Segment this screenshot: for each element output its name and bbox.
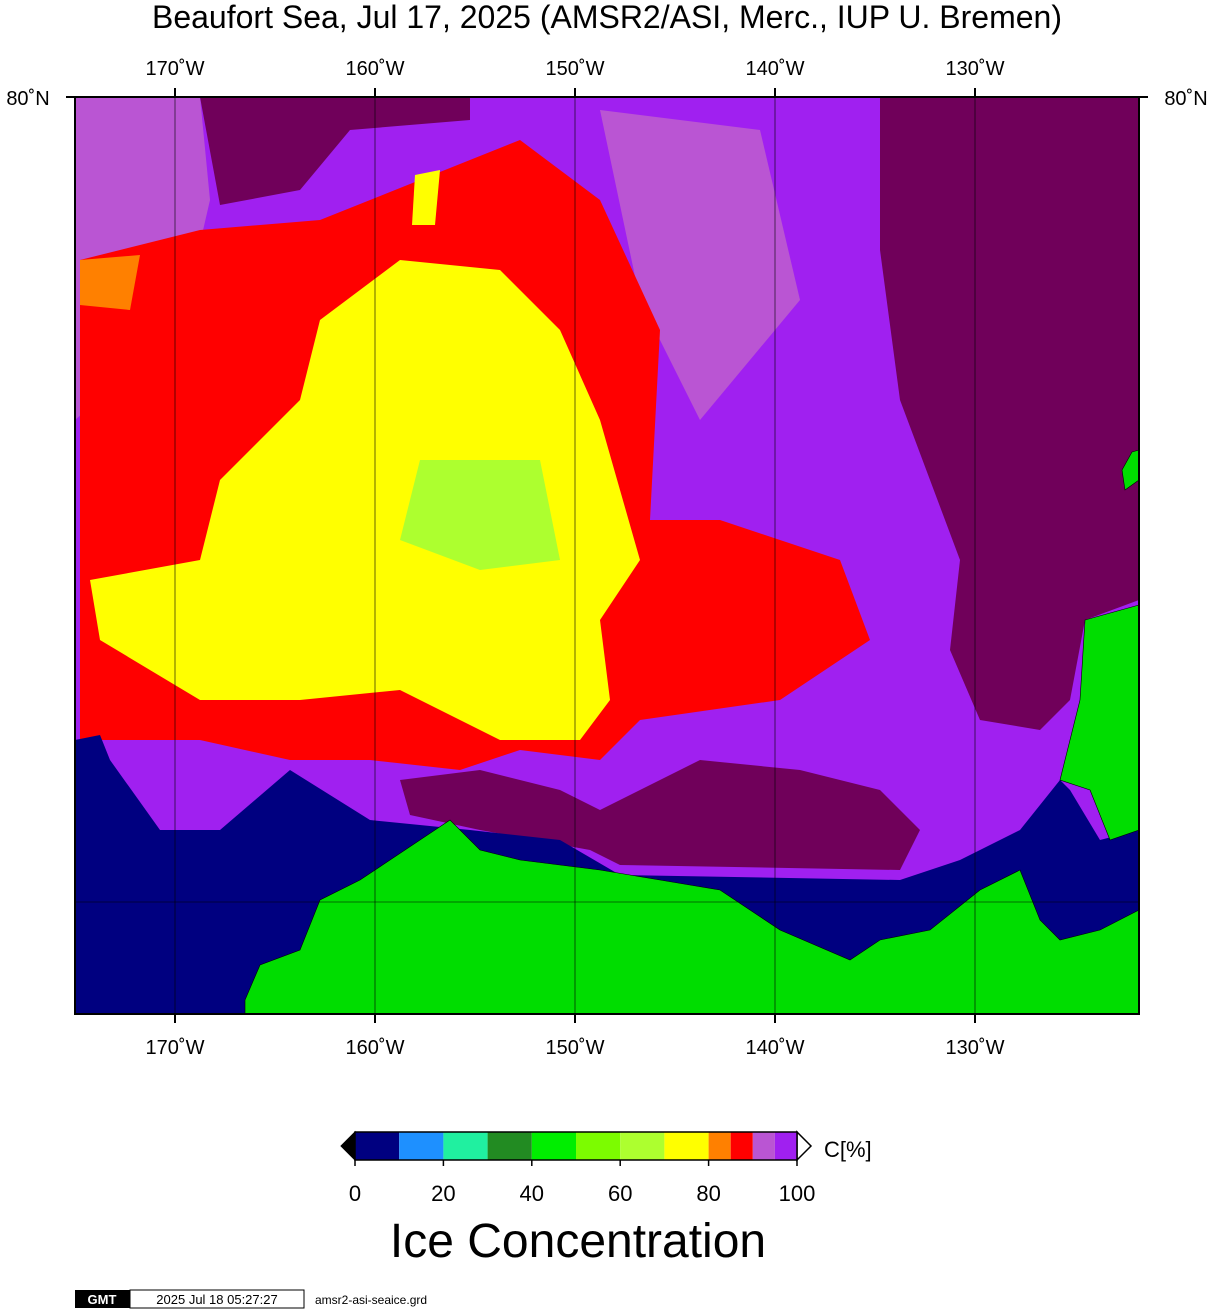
ice-patch (412, 170, 440, 225)
colorbar-bin (620, 1132, 665, 1160)
colorbar-tick-label: 60 (608, 1181, 632, 1206)
logo-box (75, 1290, 130, 1308)
colorbar-over (796, 1130, 813, 1162)
map-frame (74, 96, 1140, 1015)
ice-patch (400, 760, 920, 870)
lon-label-top: 150˚W (546, 58, 605, 80)
map: 80˚N 80˚N (6, 88, 1208, 1023)
lon-label-bottom: 140˚W (746, 1037, 805, 1059)
lon-label-top: 170˚W (146, 58, 205, 80)
lat-label: 80˚N (6, 88, 49, 110)
ice-patch (80, 255, 140, 310)
ice-patch (90, 260, 640, 740)
colorbar-frame (354, 1131, 798, 1161)
colorbar-tick-label: 20 (431, 1181, 455, 1206)
colorbar-tick-label: 40 (520, 1181, 544, 1206)
file-name: amsr2-asi-seaice.grd (315, 1293, 427, 1307)
land-alaska (244, 819, 1140, 1015)
colorbar-under (340, 1130, 356, 1162)
timestamp-box (129, 1289, 305, 1309)
footer: GMT 2025 Jul 18 05:27:27 amsr2-asi-seaic… (75, 1289, 427, 1309)
timestamp: 2025 Jul 18 05:27:27 (156, 1292, 277, 1307)
colorbar-bin (730, 1132, 753, 1160)
colorbar-title: Ice Concentration (390, 1215, 766, 1268)
ice-patch (400, 460, 560, 570)
ice-patch (200, 97, 470, 205)
colorbar-bin (752, 1132, 775, 1160)
lon-label-bottom: 150˚W (546, 1037, 605, 1059)
colorbar-bin (708, 1132, 731, 1160)
colorbar-bin (487, 1132, 532, 1160)
lat-label: 80˚N (1164, 88, 1207, 110)
colorbar-bin (774, 1132, 797, 1160)
colorbar-bin (531, 1132, 576, 1160)
colorbar-bin (664, 1132, 709, 1160)
lon-label-bottom: 160˚W (346, 1037, 405, 1059)
colorbar-bin (576, 1132, 621, 1160)
lon-label-bottom: 130˚W (946, 1037, 1005, 1059)
lon-label-top: 130˚W (946, 58, 1005, 80)
lon-label-bottom: 170˚W (146, 1037, 205, 1059)
lon-label-top: 160˚W (346, 58, 405, 80)
colorbar-bin (443, 1132, 488, 1160)
colorbar-bin (399, 1132, 444, 1160)
colorbar: C[%] Ice Concentration 0 20 40 60 80 100 (340, 1130, 872, 1268)
colorbar-unit: C[%] (824, 1137, 872, 1162)
colorbar-tick-label: 0 (349, 1181, 361, 1206)
graticule (174, 88, 976, 1023)
colorbar-bin (355, 1132, 400, 1160)
colorbar-tick-label: 80 (696, 1181, 720, 1206)
ice-patch (880, 97, 1139, 730)
lon-label-top: 140˚W (746, 58, 805, 80)
title: Beaufort Sea, Jul 17, 2025 (AMSR2/ASI, M… (152, 0, 1062, 35)
colorbar-tick-label: 100 (779, 1181, 816, 1206)
logo: GMT (88, 1292, 117, 1307)
ice-patch (600, 110, 800, 420)
